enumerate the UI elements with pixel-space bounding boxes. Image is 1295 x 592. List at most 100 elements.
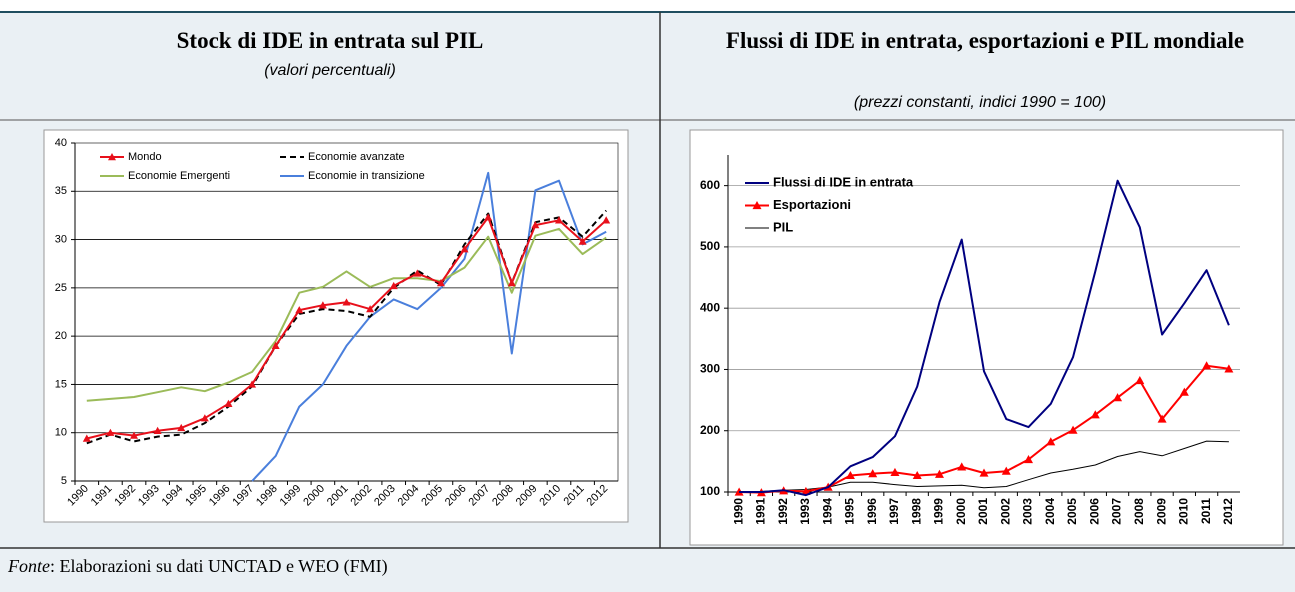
series-marker — [413, 269, 422, 277]
series-marker — [934, 469, 944, 478]
series-marker — [248, 380, 257, 388]
series-marker — [342, 298, 351, 306]
series-marker — [1046, 437, 1056, 446]
x-tick-label: 2004 — [1043, 498, 1057, 525]
series-marker — [1024, 455, 1034, 464]
series-marker — [295, 306, 304, 314]
series-marker — [200, 414, 209, 422]
y-tick-label: 25 — [55, 282, 67, 294]
y-tick-label: 300 — [700, 362, 720, 376]
series-line — [86, 227, 607, 402]
series-marker — [957, 462, 967, 471]
series-line — [251, 171, 607, 482]
x-tick-label: 2007 — [1110, 498, 1124, 525]
y-tick-label: 400 — [700, 300, 720, 314]
chart-subtitle: (prezzi constanti, indici 1990 = 100) — [853, 94, 1107, 111]
series-marker — [1068, 425, 1078, 434]
series-marker — [484, 213, 493, 221]
series-marker — [554, 216, 563, 224]
series-marker — [912, 470, 922, 480]
x-tick-label: 1990 — [731, 498, 745, 525]
series-marker — [1224, 364, 1234, 373]
y-tick-label: 100 — [700, 484, 720, 498]
x-tick-label: 1994 — [820, 498, 834, 525]
series-marker — [177, 423, 186, 432]
y-tick-label: 200 — [700, 423, 720, 437]
series-marker — [1157, 414, 1167, 423]
x-tick-label: 1998 — [909, 498, 923, 525]
x-tick-label: 1991 — [754, 498, 768, 525]
series-marker — [436, 279, 445, 287]
y-tick-label: 40 — [55, 137, 67, 149]
series-marker — [1113, 393, 1123, 402]
series-marker — [868, 469, 878, 478]
x-tick-label: 2001 — [976, 498, 990, 525]
legend-label: Economie Emergenti — [128, 170, 230, 182]
series-marker — [366, 305, 375, 313]
series-marker — [602, 216, 611, 224]
y-tick-label: 35 — [55, 185, 67, 197]
x-tick-label: 2006 — [1087, 498, 1101, 525]
series-marker — [224, 399, 233, 407]
x-tick-label: 2005 — [1065, 498, 1079, 525]
series-marker — [507, 279, 516, 287]
legend-label: Economie avanzate — [308, 151, 405, 163]
series-marker — [82, 434, 91, 442]
source-label: Fonte — [8, 556, 50, 576]
legend-label: Flussi di IDE in entrata — [773, 174, 914, 189]
y-tick-label: 10 — [55, 427, 67, 439]
series-marker — [1179, 387, 1189, 396]
series-marker — [845, 470, 855, 480]
x-tick-label: 2009 — [1154, 498, 1168, 525]
chart-box — [43, 129, 629, 523]
y-tick-label: 15 — [55, 378, 67, 390]
x-tick-label: 1996 — [865, 498, 879, 525]
x-tick-label: 1993 — [798, 498, 812, 525]
series-marker — [460, 245, 469, 253]
chart-title: Flussi di IDE in entrata, esportazioni e… — [725, 28, 1245, 53]
series-marker — [890, 467, 900, 476]
series-marker — [106, 428, 115, 436]
series-marker — [153, 426, 162, 434]
series-marker — [1090, 410, 1100, 419]
legend-label: Esportazioni — [773, 197, 851, 212]
series-marker — [389, 281, 398, 290]
legend-label: PIL — [773, 219, 793, 234]
x-tick-label: 1999 — [932, 498, 946, 525]
chart-box — [689, 129, 1284, 546]
series-marker — [578, 237, 587, 245]
x-tick-label: 2011 — [1199, 498, 1213, 524]
y-tick-label: 30 — [55, 233, 67, 245]
y-tick-label: 5 — [61, 475, 67, 487]
series-marker — [1001, 466, 1011, 475]
x-tick-label: 1995 — [843, 498, 857, 525]
series-marker — [271, 341, 280, 349]
series-marker — [318, 301, 327, 309]
legend-marker — [752, 201, 762, 210]
x-tick-label: 2003 — [1021, 498, 1035, 525]
x-tick-label: 2000 — [954, 498, 968, 525]
y-tick-label: 20 — [55, 330, 67, 342]
series-marker — [1202, 361, 1212, 370]
source-text: : Elaborazioni su dati UNCTAD e WEO (FMI… — [50, 556, 388, 576]
y-tick-label: 600 — [700, 178, 720, 192]
series-marker — [531, 221, 540, 229]
chart-subtitle: (valori percentuali) — [264, 62, 396, 79]
y-tick-label: 500 — [700, 239, 720, 253]
legend-marker — [108, 153, 116, 161]
x-tick-label: 2010 — [1177, 498, 1191, 525]
series-marker — [801, 486, 811, 495]
chart-title: Stock di IDE in entrata sul PIL — [176, 28, 484, 53]
series-marker — [130, 431, 139, 439]
x-tick-label: 2008 — [1132, 498, 1146, 525]
series-marker — [979, 468, 989, 477]
x-tick-label: 2012 — [1221, 498, 1235, 525]
legend-label: Economie in transizione — [308, 170, 425, 182]
x-tick-label: 2002 — [998, 498, 1012, 525]
x-tick-label: 1992 — [776, 498, 790, 525]
series-line — [739, 179, 1230, 497]
series-marker — [1135, 375, 1145, 385]
source-note: Fonte: Elaborazioni su dati UNCTAD e WEO… — [8, 556, 388, 577]
